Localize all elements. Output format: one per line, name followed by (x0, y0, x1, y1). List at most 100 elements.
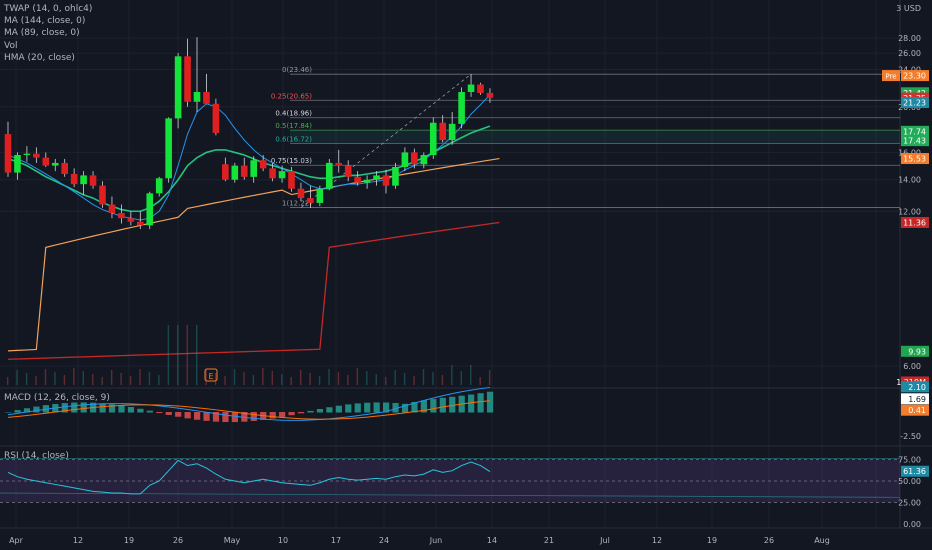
candle-body (344, 165, 352, 177)
legend-ma89[interactable]: MA (89, close, 0) (4, 28, 80, 39)
volume-bar (271, 371, 273, 385)
hma-line (7, 125, 491, 213)
legend-hma[interactable]: HMA (20, close) (4, 52, 75, 63)
candle-body (316, 188, 324, 203)
fib-level-label: 0.25(20.65) (271, 92, 312, 100)
volume-bar (92, 374, 94, 385)
rsi-tag: 61.36 (903, 467, 926, 476)
candle-body (137, 221, 144, 226)
macd-histogram-bar (165, 412, 172, 415)
candle-body (127, 218, 135, 222)
volume-bar (337, 372, 340, 385)
macd-histogram-bar (486, 391, 494, 413)
price-tick-label: 28.00 (898, 34, 921, 43)
macd-histogram-bar (468, 394, 475, 413)
volume-bar (375, 374, 377, 385)
candle-body (23, 153, 31, 156)
macd-histogram-bar (392, 402, 399, 413)
candle-body (174, 56, 182, 119)
candle-body (297, 188, 305, 199)
legend-vol[interactable]: Vol (4, 40, 18, 51)
macd-histogram-bar (383, 402, 390, 413)
macd-histogram-bar (71, 402, 78, 413)
price-tag: 23.30 (903, 72, 926, 81)
volume-bar (177, 325, 179, 385)
volume-bar (299, 370, 302, 385)
volume-bars: E (7, 325, 491, 385)
rsi-tag-bg (901, 465, 929, 477)
volume-bar (394, 370, 396, 385)
rsi-pane[interactable] (0, 458, 901, 503)
price-tick-label: 16.00 (898, 148, 921, 157)
volume-bar (451, 365, 453, 385)
candle-body (33, 153, 40, 158)
price-tag-bg (901, 153, 929, 165)
price-tick-label: 24.00 (898, 66, 921, 75)
volume-bar (44, 369, 47, 385)
rsi-lower-trend (0, 492, 901, 498)
legend-twap[interactable]: TWAP (14, 0, ohlc4) (4, 4, 93, 14)
rsi-line (7, 459, 491, 495)
time-tick-label: 12 (73, 536, 83, 545)
candle-body (51, 162, 59, 166)
candle-body (118, 212, 125, 219)
rsi-legend[interactable]: RSI (14, close) (4, 451, 69, 461)
time-tick-label: 19 (124, 536, 134, 545)
macd-histogram-bar (269, 412, 276, 419)
macd-histogram-bar (373, 402, 380, 413)
macd-histogram-bar (316, 409, 324, 413)
fib-level-label: 0(23.46) (282, 66, 312, 74)
macd-histogram-bar (137, 408, 144, 413)
volume-bar (110, 370, 113, 385)
time-tick-label: 17 (331, 536, 341, 545)
time-tick-label: Apr (9, 536, 24, 545)
volume-bar (82, 371, 84, 385)
candlesticks[interactable] (4, 37, 494, 230)
candle-body (250, 160, 257, 177)
fib-level-label: 1(12.22) (282, 200, 312, 208)
macd-histogram-bar (14, 410, 21, 413)
macd-histogram-bar (345, 404, 352, 413)
candle-body (439, 122, 446, 141)
volume-bar (403, 373, 406, 385)
volume-bar (290, 377, 292, 385)
volume-bar (120, 373, 122, 385)
candle-body (155, 178, 163, 194)
macd-histogram-bar (279, 412, 286, 417)
candle-body (14, 155, 21, 173)
macd-legend[interactable]: MACD (12, 26, close, 9) (4, 393, 110, 403)
macd-tag-bg (901, 393, 929, 405)
candle-body (80, 175, 87, 185)
volume-bar (470, 365, 472, 385)
rsi-tick-label: 75.00 (898, 456, 921, 465)
volume-bar (441, 375, 444, 385)
macd-histogram-bar (477, 393, 484, 413)
volume-bar (243, 372, 245, 385)
candle-body (392, 166, 399, 186)
macd-histogram-bar (146, 410, 153, 413)
volume-bar (479, 377, 481, 385)
macd-histogram-bar (420, 400, 427, 413)
volume-bar (158, 375, 160, 385)
legend-ma144[interactable]: MA (144, close, 0) (4, 16, 86, 27)
time-tick-label: Jun (429, 536, 443, 545)
volume-bar (347, 375, 349, 385)
macd-pane[interactable] (5, 387, 494, 423)
candle-body (420, 155, 428, 165)
price-tag-bg (901, 216, 929, 228)
candle-body (108, 204, 116, 213)
candle-body (184, 56, 191, 102)
volume-bar (328, 369, 330, 385)
candle-body (222, 164, 229, 180)
main-legend[interactable]: TWAP (14, 0, ohlc4) MA (144, close, 0) M… (4, 3, 92, 64)
volume-bar (385, 377, 387, 385)
candle-body (411, 152, 418, 165)
fib-level-label: 0.75(15.03) (271, 157, 312, 165)
macd-histogram-bar (250, 412, 257, 421)
macd-histogram-bar (297, 412, 305, 414)
time-tick-label: 14 (487, 536, 497, 545)
candle-body (61, 162, 68, 174)
macd-histogram-bar (108, 404, 116, 413)
